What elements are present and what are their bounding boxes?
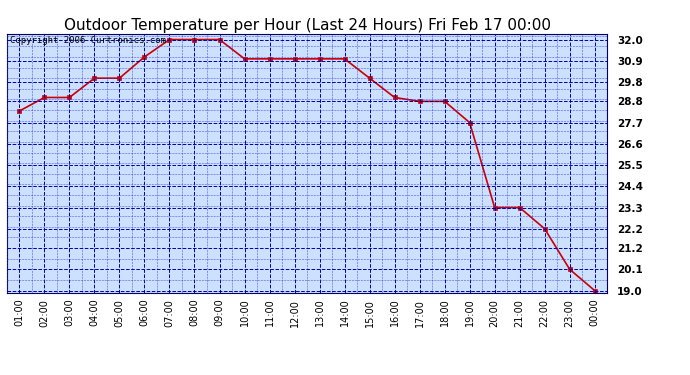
Title: Outdoor Temperature per Hour (Last 24 Hours) Fri Feb 17 00:00: Outdoor Temperature per Hour (Last 24 Ho… [63, 18, 551, 33]
Text: Copyright 2006 Curtronics.com: Copyright 2006 Curtronics.com [10, 36, 166, 45]
